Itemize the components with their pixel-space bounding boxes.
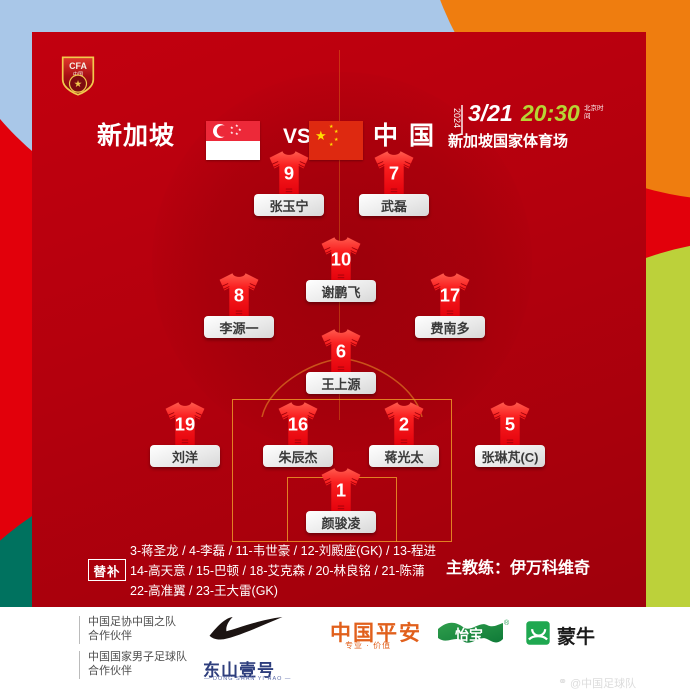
svg-text:8: 8 (234, 284, 244, 305)
svg-text:2: 2 (399, 413, 409, 434)
svg-text:17: 17 (440, 284, 460, 305)
svg-text:★: ★ (230, 130, 234, 135)
svg-text:5: 5 (505, 413, 515, 434)
svg-text:9: 9 (284, 162, 294, 183)
svg-text:★: ★ (74, 79, 82, 89)
svg-text:★: ★ (238, 127, 242, 132)
svg-text:1: 1 (336, 479, 346, 500)
svg-text:10: 10 (331, 248, 351, 269)
svg-text:16: 16 (288, 413, 308, 434)
svg-text:★: ★ (334, 129, 339, 135)
svg-text:★: ★ (235, 131, 239, 136)
svg-text:★: ★ (334, 137, 339, 143)
svg-text:★: ★ (315, 128, 327, 143)
svg-text:7: 7 (389, 162, 399, 183)
svg-text:★: ★ (329, 142, 334, 148)
svg-text:6: 6 (336, 340, 346, 361)
svg-text:CFA: CFA (69, 61, 87, 71)
svg-text:19: 19 (175, 413, 195, 434)
svg-text:怡宝: 怡宝 (455, 627, 483, 643)
